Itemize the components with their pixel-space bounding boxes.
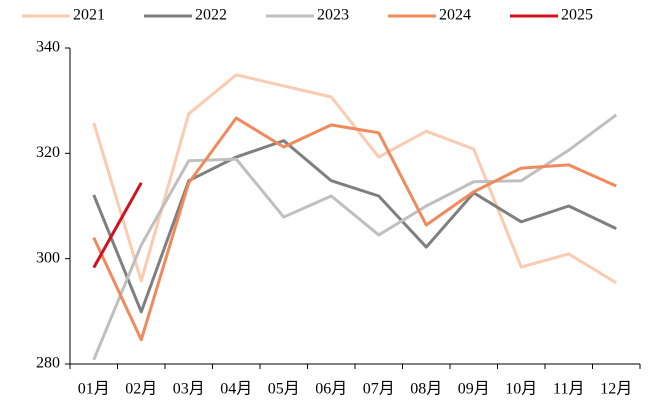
x-tick-label: 03月 [173,381,205,398]
legend-label: 2025 [561,7,593,24]
series-line [92,116,617,342]
x-tick-label: 09月 [458,381,490,398]
legend-label: 2024 [439,7,471,24]
series-line [92,182,143,269]
x-tick-label: 06月 [315,381,347,398]
x-tick-label: 04月 [220,381,252,398]
legend-label: 2023 [317,7,349,24]
x-tick-label: 11月 [553,381,584,398]
x-tick-label: 05月 [268,381,300,398]
y-tick-label: 300 [36,249,60,266]
x-tick-label: 07月 [363,381,395,398]
series-line [92,139,617,314]
series-line [92,73,618,285]
y-tick-label: 320 [36,144,60,161]
x-tick-label: 01月 [78,381,110,398]
legend-label: 2022 [195,7,227,24]
x-tick-label: 02月 [125,381,157,398]
series-line [92,113,618,361]
x-tick-label: 10月 [505,381,537,398]
x-tick-label: 12月 [600,381,632,398]
y-tick-label: 340 [36,39,60,56]
legend-label: 2021 [73,7,105,24]
y-tick-label: 280 [36,355,60,372]
x-tick-label: 08月 [410,381,442,398]
